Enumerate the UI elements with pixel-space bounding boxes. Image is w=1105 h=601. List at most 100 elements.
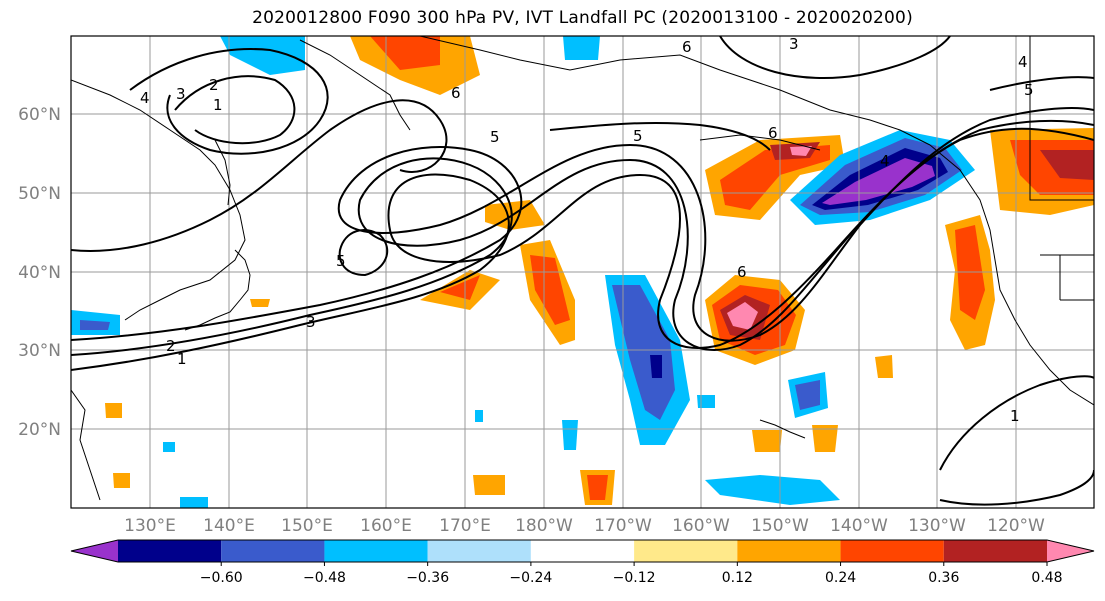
colorbar-outline	[70, 539, 1095, 563]
contour-label: 5	[1024, 81, 1034, 99]
colorbar-cell	[634, 540, 738, 562]
shade-pos-9b	[587, 475, 608, 500]
contour-12	[549, 121, 771, 151]
contour-label: 5	[336, 252, 346, 270]
latitude-labels: 60°N 50°N 40°N 30°N 20°N	[18, 105, 61, 440]
state-borders	[1040, 254, 1094, 301]
contour-label: 1	[213, 96, 223, 114]
lon-label: 140°W	[830, 516, 888, 536]
contour-3	[71, 107, 1094, 342]
contour-label: 6	[737, 263, 747, 281]
contour-label: 4	[880, 152, 890, 170]
lon-label: 140°E	[203, 516, 255, 536]
hawaii-islands	[759, 419, 806, 439]
contour-7	[338, 229, 389, 277]
longitude-labels: 130°E 140°E 150°E 160°E 170°E 180°W 170°…	[124, 516, 1045, 536]
pv-contours	[71, 36, 1094, 506]
shade-pos-16	[250, 299, 270, 307]
colorbar-tick-label: −0.48	[303, 570, 346, 586]
lon-label: 170°E	[439, 516, 491, 536]
asia-coast	[71, 79, 246, 321]
shade-neg-6b	[80, 320, 110, 330]
contour-6	[174, 75, 296, 145]
colorbar-cell	[530, 540, 635, 562]
shade-pos-1b	[370, 36, 440, 70]
shade-neg-5	[705, 475, 840, 505]
shade-pos-3d	[727, 302, 758, 330]
contour-label: 1	[177, 350, 187, 368]
shade-pos-14	[105, 403, 122, 418]
lon-label: 160°W	[672, 516, 730, 536]
shade-neg-1	[220, 36, 305, 75]
shade-neg-3c	[650, 355, 662, 378]
contour-4	[71, 99, 448, 252]
lat-label: 40°N	[18, 263, 61, 283]
us-canada-border	[1029, 36, 1094, 201]
colorbar-tick-label: −0.24	[509, 570, 552, 586]
kamchatka-coast	[299, 39, 411, 131]
lon-label: 170°W	[594, 516, 652, 536]
colorbar-extend-max	[1047, 540, 1094, 562]
colorbar-tick-label: 0.48	[1031, 570, 1062, 586]
colorbar-tick-label: −0.12	[613, 570, 656, 586]
shade-neg-10	[163, 442, 175, 452]
shade-pos-10	[473, 475, 505, 495]
shade-neg-3b	[612, 285, 675, 420]
lat-label: 50°N	[18, 184, 61, 204]
gridlines	[71, 36, 1094, 508]
shade-neg-9	[180, 497, 208, 508]
contour-label: 3	[306, 313, 316, 331]
contour-label: 2	[166, 337, 176, 355]
shade-neg-4b	[795, 380, 820, 410]
contour-5	[129, 48, 329, 155]
contour-label: 6	[451, 84, 461, 102]
colorbar-tick-label: 0.36	[928, 570, 959, 586]
shade-neg-11	[563, 36, 600, 60]
contour-labels: 1 2 3 4 3 2 1 5 5 5 6 6 6 6 3 4 5 4 1	[140, 36, 1034, 425]
aleutian-chain	[699, 134, 821, 151]
lon-label: 160°E	[360, 516, 412, 536]
colorbar-tick-label: −0.36	[406, 570, 449, 586]
contour-label: 5	[633, 127, 643, 145]
shade-pos-4b	[440, 275, 480, 300]
colorbar-cell	[221, 540, 325, 562]
colorbar-cell	[943, 540, 1047, 562]
shade-pos-2d	[790, 146, 812, 156]
contour-label: 3	[176, 85, 186, 103]
colorbar-cell	[840, 540, 944, 562]
colorbar-tick-label: −0.60	[200, 570, 243, 586]
shade-neg-7	[562, 420, 578, 450]
shade-neg-12	[475, 410, 483, 422]
lon-label: 150°W	[751, 516, 809, 536]
shade-pos-11	[752, 430, 782, 452]
shade-pos-2b	[720, 145, 830, 210]
contour-label: 5	[490, 128, 500, 146]
lon-label: 130°E	[124, 516, 176, 536]
lon-label: 150°E	[281, 516, 333, 536]
contour-label: 2	[209, 76, 219, 94]
contour-11	[939, 469, 1094, 506]
plot-title: 2020012800 F090 300 hPa PV, IVT Landfall…	[252, 8, 913, 28]
colorbar-cell	[118, 540, 222, 562]
shade-neg-8	[697, 395, 715, 408]
lat-label: 30°N	[18, 341, 61, 361]
colorbar-extend-min	[71, 540, 118, 562]
colorbar-tick-label: 0.12	[722, 570, 753, 586]
colorbar-cell	[324, 540, 428, 562]
japan-coast	[184, 249, 251, 331]
se-asia-coast	[71, 389, 101, 501]
lat-label: 20°N	[18, 420, 61, 440]
contour-label: 6	[682, 38, 692, 56]
contour-10	[939, 375, 1094, 471]
contour-2	[71, 119, 1094, 356]
shade-pos-12	[812, 425, 838, 452]
colorbar: −0.60 −0.48 −0.36 −0.24 −0.12 0.12 0.24 0.36 0.4…	[70, 539, 1095, 586]
lon-label: 130°W	[908, 516, 966, 536]
contour-label: 1	[1010, 407, 1020, 425]
shade-pos-13	[875, 355, 893, 378]
coastlines	[71, 36, 1094, 501]
colorbar-cell	[427, 540, 531, 562]
negative-anomaly-shading	[71, 36, 975, 508]
map-frame	[70, 35, 1095, 509]
